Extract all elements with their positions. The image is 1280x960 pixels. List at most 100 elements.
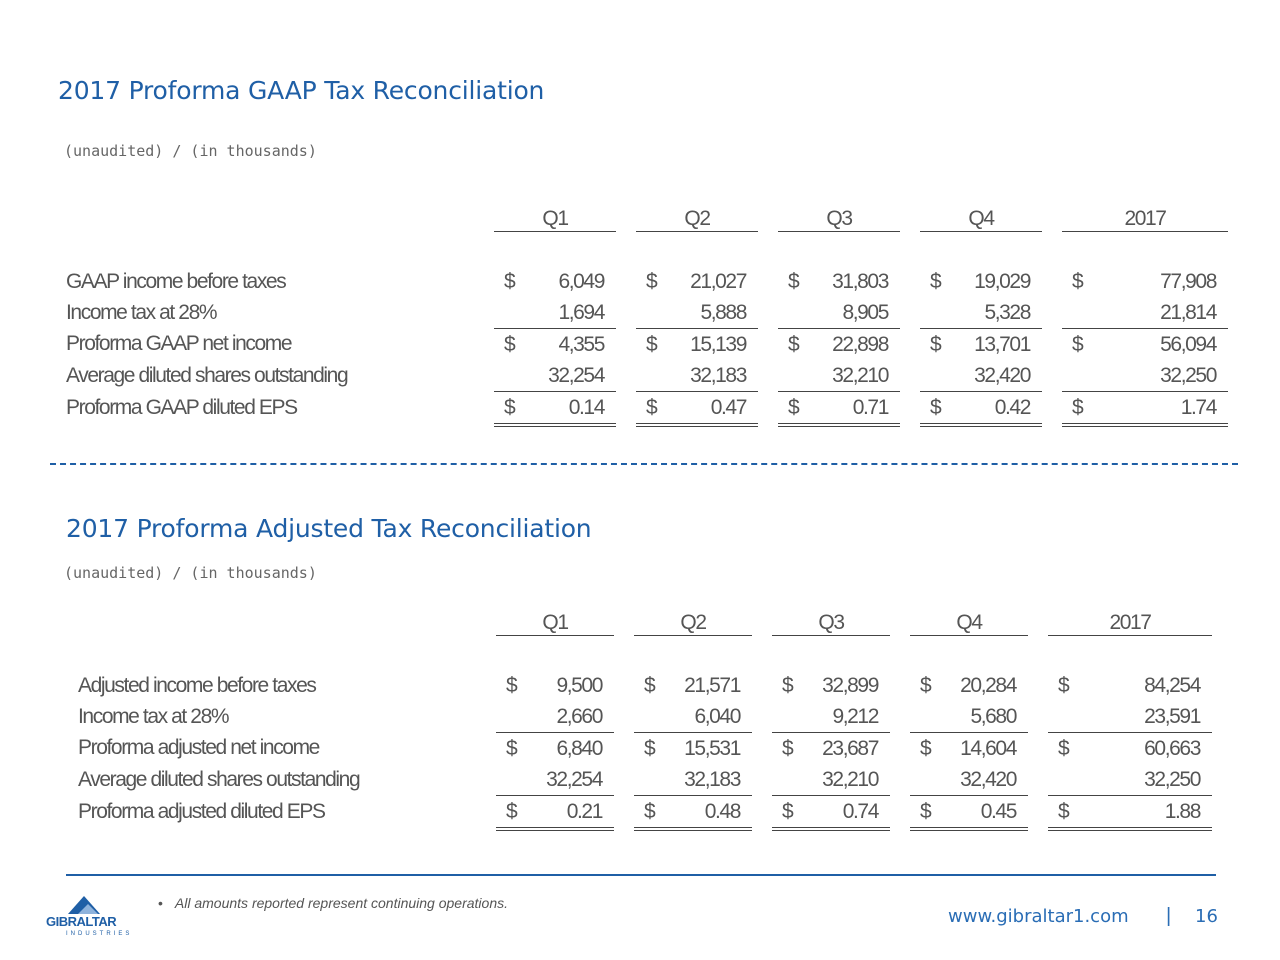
column-spacer (890, 701, 910, 733)
currency-symbol: $ (1058, 673, 1070, 697)
currency-symbol: $ (506, 736, 518, 760)
value-cell: 9,212 (772, 700, 890, 733)
value-cell: 32,250 (1062, 359, 1228, 392)
table-row: Proforma adjusted net income $6,840 $15,53… (78, 732, 1212, 764)
value-number: 32,899 (822, 673, 879, 697)
value-cell: $21,027 (636, 266, 758, 297)
value-number: 32,420 (960, 767, 1017, 791)
value-number: 4,355 (558, 332, 605, 356)
currency-symbol: $ (644, 673, 656, 697)
footer-separator: | (1166, 905, 1172, 927)
value-cell: 1,694 (494, 296, 616, 329)
row-label: Proforma adjusted diluted EPS (78, 800, 326, 824)
value-cell: 21,814 (1062, 296, 1228, 329)
column-spacer (1028, 604, 1048, 635)
value-cell: $4,355 (494, 328, 616, 360)
column-header: Q3 (778, 200, 900, 232)
value-number: 32,210 (822, 767, 879, 791)
currency-symbol: $ (646, 332, 658, 356)
column-spacer (614, 670, 634, 701)
table-row: Adjusted income before taxes $9,500 $21,57… (78, 670, 1212, 701)
currency-symbol: $ (504, 332, 516, 356)
column-spacer (758, 266, 778, 297)
currency-symbol: $ (788, 395, 800, 419)
column-header: Q3 (772, 604, 890, 636)
column-spacer (614, 604, 634, 635)
row-label: GAAP income before taxes (66, 269, 287, 293)
value-cell: $31,803 (778, 266, 900, 297)
adjusted-subtitle: (unaudited) / (in thousands) (64, 564, 317, 582)
value-number: 5,328 (984, 300, 1031, 324)
row-label: Income tax at 28% (78, 704, 230, 728)
logo-subtitle: INDUSTRIES (66, 931, 133, 937)
value-number: 6,840 (556, 736, 603, 760)
column-spacer (900, 328, 920, 360)
currency-symbol: $ (930, 332, 942, 356)
column-spacer (614, 764, 634, 796)
value-number: 22,898 (832, 332, 889, 356)
table-row: GAAP income before taxes $6,049 $21,027 $31… (66, 266, 1228, 297)
column-spacer (1042, 297, 1062, 329)
gaap-title: 2017 Proforma GAAP Tax Reconciliation (58, 76, 545, 105)
value-number: 6,049 (558, 269, 605, 293)
column-spacer (900, 297, 920, 329)
column-spacer (752, 604, 772, 635)
value-cell: 32,210 (772, 763, 890, 796)
value-number: 1.88 (1164, 799, 1202, 823)
column-spacer (758, 200, 778, 231)
header-row: Q1 Q2 Q3 Q4 2017 (66, 200, 1228, 232)
value-cell: $13,701 (920, 328, 1042, 360)
value-number: 9,500 (556, 673, 603, 697)
value-cell: $1.74 (1062, 391, 1228, 427)
currency-symbol: $ (930, 395, 942, 419)
column-spacer (614, 701, 634, 733)
value-number: 13,701 (974, 332, 1031, 356)
value-number: 1,694 (558, 300, 605, 324)
column-header: 2017 (1062, 200, 1228, 232)
value-cell: 2,660 (496, 700, 614, 733)
value-number: 15,531 (684, 736, 741, 760)
currency-symbol: $ (646, 269, 658, 293)
column-spacer (616, 266, 636, 297)
value-number: 32,210 (832, 363, 889, 387)
value-cell: 8,905 (778, 296, 900, 329)
currency-symbol: $ (646, 395, 658, 419)
currency-symbol: $ (504, 395, 516, 419)
value-cell: $6,049 (494, 266, 616, 297)
table-row: Average diluted shares outstanding 32,254… (78, 763, 1212, 796)
value-number: 0.47 (710, 395, 748, 419)
value-cell: 32,183 (636, 359, 758, 392)
gaap-subtitle: (unaudited) / (in thousands) (64, 142, 317, 160)
value-cell: $84,254 (1048, 670, 1212, 701)
value-cell: $56,094 (1062, 328, 1228, 360)
column-spacer (900, 360, 920, 392)
column-header: Q2 (634, 604, 752, 636)
value-number: 21,027 (690, 269, 747, 293)
website-link[interactable]: www.gibraltar1.com (948, 906, 1129, 927)
footnote: • All amounts reported represent continui… (158, 895, 508, 911)
column-spacer (1028, 795, 1048, 829)
value-number: 0.14 (568, 395, 606, 419)
column-spacer (616, 328, 636, 360)
table-row: Income tax at 28% 1,694 5,888 8,905 5,328 21,… (66, 296, 1228, 329)
currency-symbol: $ (920, 673, 932, 697)
value-cell: $32,899 (772, 670, 890, 701)
value-cell: $15,531 (634, 732, 752, 764)
value-cell: $23,687 (772, 732, 890, 764)
adjusted-reconciliation-table: Q1 Q2 Q3 Q4 2017 Adjusted income before taxes… (78, 604, 1212, 831)
value-number: 0.74 (842, 799, 880, 823)
column-header: Q4 (920, 200, 1042, 232)
column-spacer (614, 795, 634, 829)
column-spacer (1028, 701, 1048, 733)
row-label: Income tax at 28% (66, 300, 218, 324)
value-number: 0.42 (994, 395, 1032, 419)
row-label: Average diluted shares outstanding (78, 767, 361, 791)
currency-symbol: $ (1072, 269, 1084, 293)
value-number: 23,687 (822, 736, 879, 760)
value-number: 31,803 (832, 269, 889, 293)
value-number: 0.48 (704, 799, 742, 823)
column-spacer (1028, 764, 1048, 796)
currency-symbol: $ (506, 799, 518, 823)
value-cell: $21,571 (634, 670, 752, 701)
value-cell: $0.21 (496, 795, 614, 831)
